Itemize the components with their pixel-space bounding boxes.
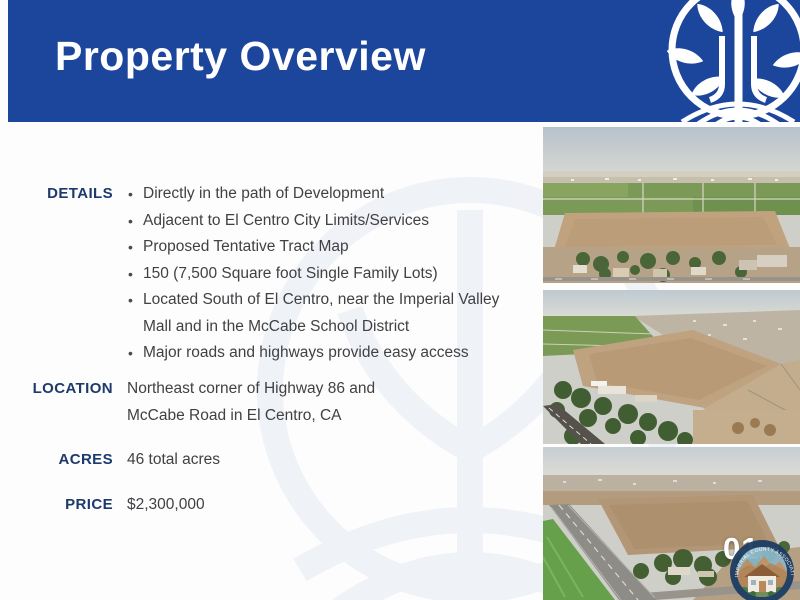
aerial-photo-1 [543, 127, 800, 283]
details-bullet-list: Directly in the path of Development Adja… [127, 181, 509, 367]
details-bullet: Proposed Tentative Tract Map [127, 234, 509, 261]
details-bullet: 150 (7,500 Square foot Single Family Lot… [127, 261, 509, 288]
price-label: PRICE [65, 496, 113, 513]
slide-header: Property Overview [8, 0, 800, 122]
realtor-association-badge: IMPERIAL COUNTY ASSOCIATION OF REALTORS [729, 539, 795, 600]
house-and-mountains-seal [737, 556, 787, 597]
acres-section: ACRES 46 total acres [0, 447, 220, 474]
tree-logo-icon [666, 0, 800, 122]
page-title: Property Overview [55, 33, 426, 79]
acres-value: 46 total acres [127, 451, 221, 468]
location-section: LOCATION Northeast corner of Highway 86 … [0, 376, 419, 429]
aerial-photo-2 [543, 290, 800, 444]
details-label: DETAILS [47, 185, 113, 202]
details-bullet: Adjacent to El Centro City Limits/Servic… [127, 208, 509, 235]
details-bullet: Major roads and highways provide easy ac… [127, 340, 509, 367]
details-bullet: Directly in the path of Development [127, 181, 509, 208]
location-label: LOCATION [32, 380, 113, 397]
price-section: PRICE $2,300,000 [0, 492, 205, 519]
details-section: DETAILS Directly in the path of Developm… [0, 181, 509, 367]
price-value: $2,300,000 [127, 496, 205, 513]
location-value: Northeast corner of Highway 86 and McCab… [127, 380, 376, 424]
details-bullet: Located South of El Centro, near the Imp… [127, 287, 509, 340]
acres-label: ACRES [58, 451, 113, 468]
